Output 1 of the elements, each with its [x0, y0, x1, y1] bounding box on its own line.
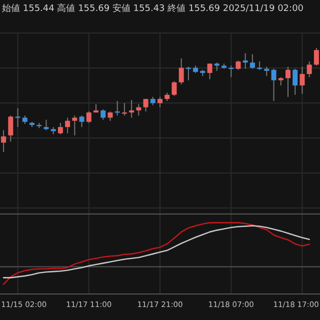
- chart-title: 始値 155.44 高値 155.69 安値 155.43 終値 155.69 2025/11/19 02:00: [2, 3, 304, 14]
